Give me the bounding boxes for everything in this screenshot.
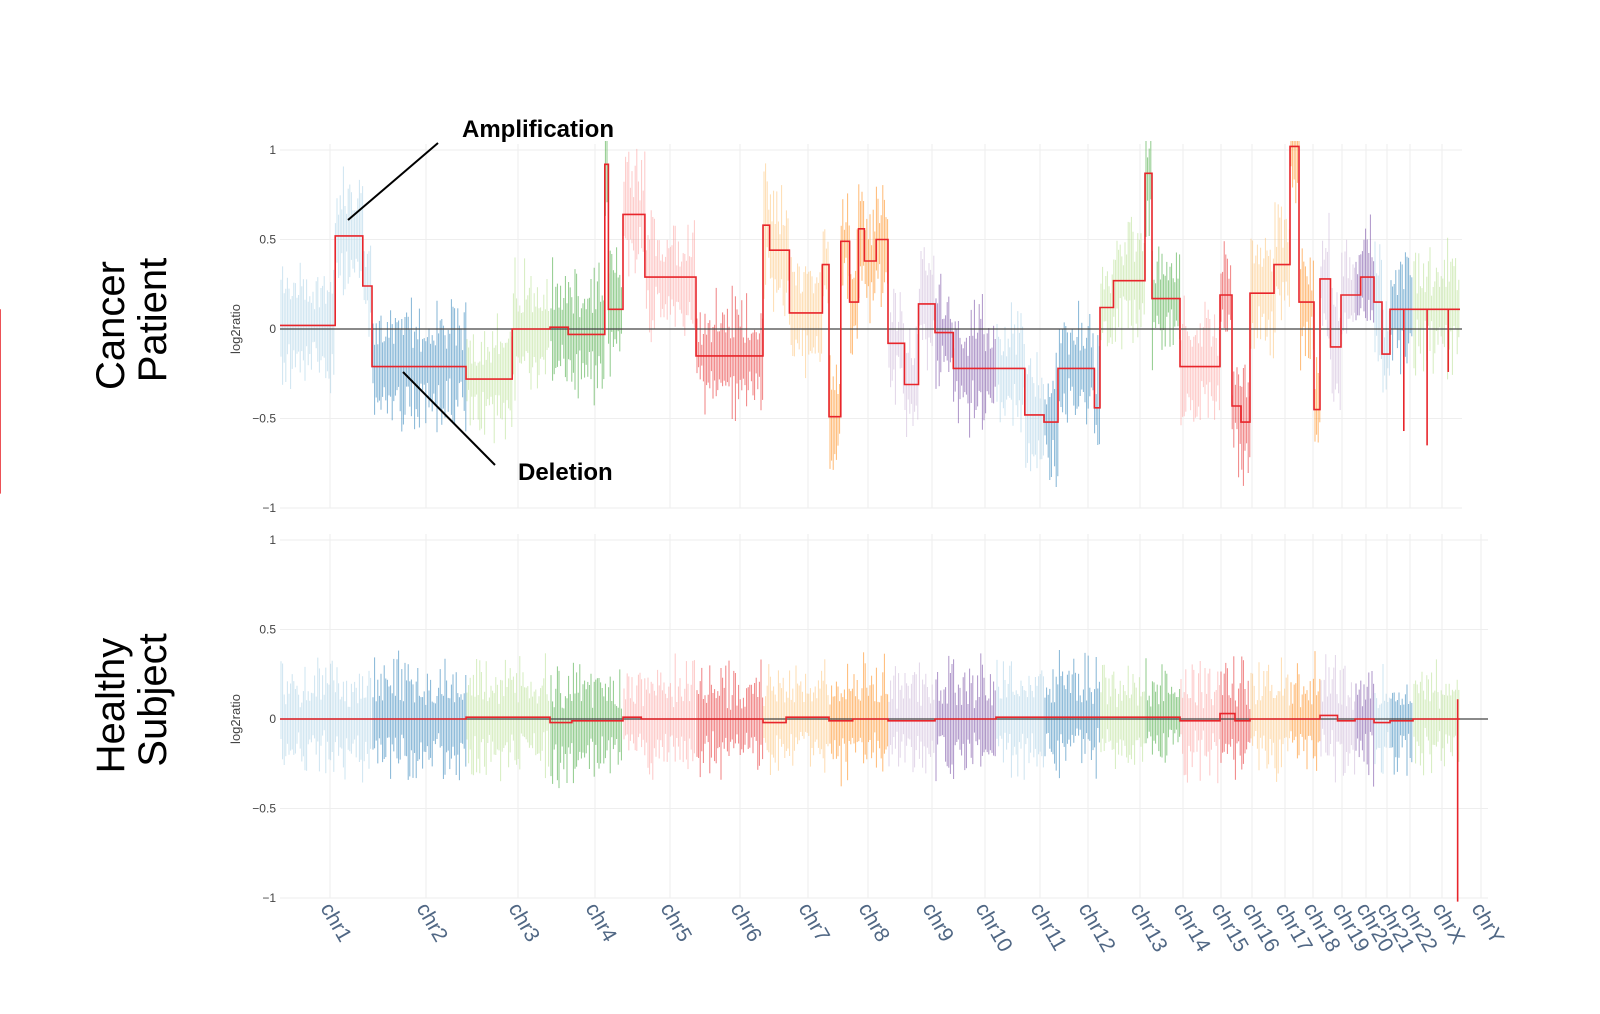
y-tick-label: −1 (262, 891, 276, 905)
x-tick-label: chr9 (918, 899, 958, 946)
healthy-subject-panel: 1 0.5 0 −0.5 −1 log2ratio chr1 chr2 chr3 chr4 chr5… (228, 533, 1508, 956)
annotation-amplification: Amplification (462, 116, 614, 143)
row-label-healthy-line2: Subject (131, 633, 175, 766)
bins-chr8 (829, 652, 889, 787)
row-label-healthy: Healthy Subject (89, 627, 175, 774)
x-tick-label: chr1 (316, 899, 356, 946)
bins-chr3 (466, 653, 550, 782)
bins-chr18 (1290, 141, 1321, 443)
bins-chr7 (763, 163, 829, 379)
bins-chr10 (935, 273, 996, 438)
bins-chr18 (1290, 651, 1321, 771)
y-tick-label: 1 (269, 143, 276, 157)
bins-chr16 (1220, 241, 1251, 486)
y-tick-label: 0 (269, 322, 276, 336)
x-tick-label: chr13 (1126, 899, 1172, 956)
row-label-healthy-line1: Healthy (89, 638, 133, 774)
bins-chr20 (1355, 671, 1375, 787)
bins-chr13 (1100, 216, 1145, 350)
x-tick-label: chr5 (656, 899, 696, 946)
row-label-cancer-line2: Patient (131, 258, 175, 383)
bins-chr15 (1180, 295, 1220, 426)
y-axis-label: log2ratio (228, 694, 243, 744)
y-tick-label: 0.5 (259, 233, 276, 247)
y-axis-label: log2ratio (228, 304, 243, 354)
bins-chr5 (623, 148, 695, 343)
bins-chr2 (372, 650, 467, 781)
bins-chr22 (1390, 252, 1413, 375)
deletion-pointer (402, 371, 496, 466)
bins-chr2 (372, 297, 467, 433)
bins-chrX (1413, 237, 1460, 380)
cancer-patient-panel: 1 0.5 0 −0.5 −1 log2ratio (0, 141, 1462, 515)
x-tick-label: chr8 (854, 899, 894, 946)
bins-chr14 (1145, 141, 1181, 371)
bins-chr14 (1145, 658, 1181, 763)
bins-chr11 (996, 302, 1044, 472)
x-tick-label: chr11 (1026, 899, 1071, 955)
bins-chr4 (550, 141, 622, 406)
bin-ratios (280, 141, 1460, 487)
bins-chr19 (1320, 654, 1356, 783)
x-tick-label: chr12 (1074, 899, 1120, 956)
bins-chr20 (1355, 214, 1375, 323)
bins-chr11 (996, 659, 1044, 780)
bins-chrX (1413, 659, 1460, 776)
amplification-pointer (347, 142, 439, 221)
x-tick-label: chr6 (726, 899, 766, 946)
bins-chr1 (280, 166, 372, 394)
y-tick-label: 0 (269, 712, 276, 726)
bins-chr16 (1220, 656, 1251, 780)
x-tick-label: chrY (1467, 899, 1509, 948)
x-tick-label: chr3 (504, 899, 544, 946)
y-tick-label: −0.5 (252, 802, 276, 816)
x-tick-label: chr7 (794, 899, 834, 946)
bins-chr4 (550, 662, 622, 789)
x-tick-label: chr4 (581, 899, 622, 946)
row-label-cancer-line1: Cancer (89, 261, 133, 390)
bins-chr6 (696, 285, 764, 421)
bins-chr1 (280, 657, 372, 783)
bins-chr9 (888, 662, 935, 774)
y-tick-label: −0.5 (252, 412, 276, 426)
bins-chr15 (1180, 661, 1220, 784)
bins-chr9 (888, 247, 935, 437)
bins-chr6 (696, 659, 764, 780)
bins-chr8 (829, 184, 889, 470)
bins-chr22 (1390, 684, 1413, 776)
annotation-deletion: Deletion (518, 459, 613, 486)
x-tick-label: chr14 (1169, 899, 1215, 956)
segment-mean-line (280, 712, 1460, 724)
segment-mean-line (280, 145, 1460, 423)
bins-chr19 (1320, 212, 1356, 410)
bins-chr21 (1374, 664, 1390, 774)
bins-chr10 (935, 653, 996, 782)
bins-chr3 (466, 257, 550, 444)
bins-chr17 (1250, 202, 1290, 359)
x-tick-label: chr2 (412, 899, 452, 946)
y-tick-label: 1 (269, 533, 276, 547)
row-label-cancer: Cancer Patient (89, 250, 175, 390)
bins-chr12 (1044, 650, 1100, 779)
y-tick-label: −1 (262, 501, 276, 515)
x-tick-label: chr10 (971, 899, 1017, 956)
y-tick-label: 0.5 (259, 623, 276, 637)
